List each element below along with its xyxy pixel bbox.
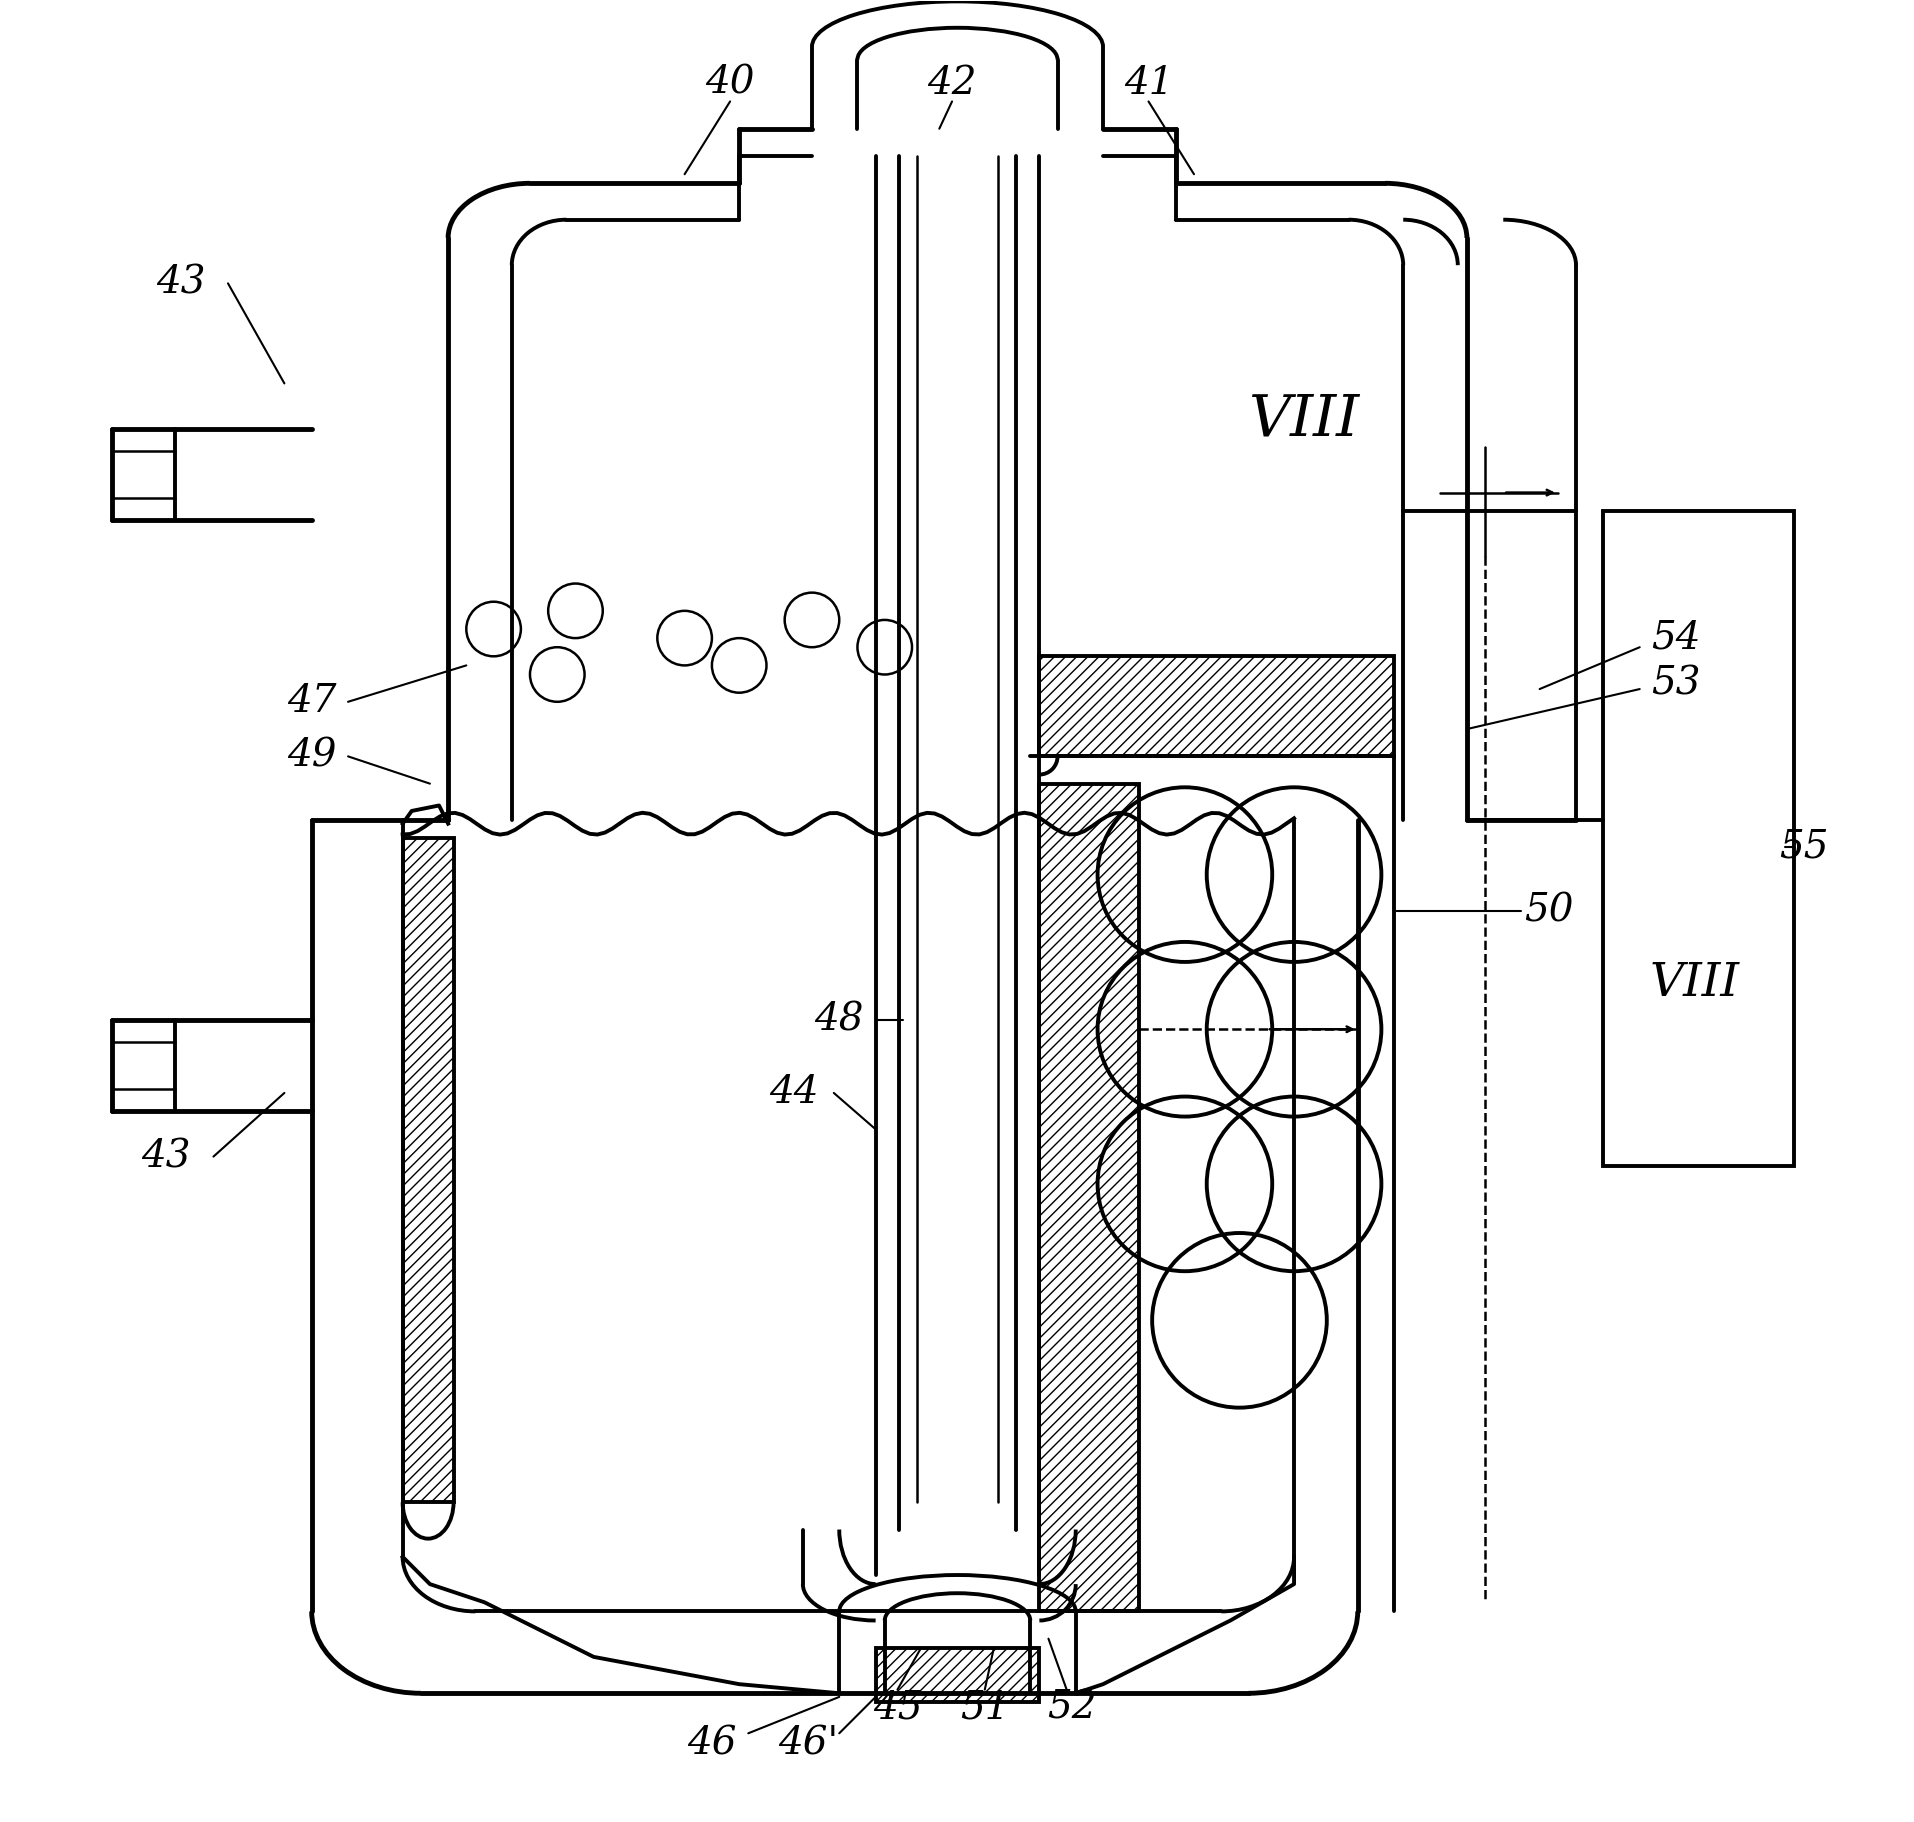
Text: 45: 45 xyxy=(873,1689,923,1725)
Text: 46': 46' xyxy=(777,1725,838,1762)
Text: 49: 49 xyxy=(287,738,337,774)
Text: VIII: VIII xyxy=(1648,962,1738,1006)
Text: 52: 52 xyxy=(1047,1689,1097,1725)
Bar xyxy=(1039,783,1139,1611)
Text: 43: 43 xyxy=(155,264,205,302)
Text: 44: 44 xyxy=(769,1075,817,1111)
Text: 55: 55 xyxy=(1778,829,1828,865)
Bar xyxy=(1039,656,1393,756)
Text: 53: 53 xyxy=(1650,665,1700,701)
Text: 43: 43 xyxy=(142,1139,191,1175)
Text: 50: 50 xyxy=(1524,893,1573,929)
Bar xyxy=(1602,510,1793,1166)
Text: 42: 42 xyxy=(926,66,976,102)
Text: 48: 48 xyxy=(813,1002,863,1039)
Text: 41: 41 xyxy=(1124,66,1173,102)
Text: 54: 54 xyxy=(1650,619,1700,656)
Text: 47: 47 xyxy=(287,683,337,720)
Text: 51: 51 xyxy=(959,1689,1009,1725)
Text: 46: 46 xyxy=(687,1725,737,1762)
Text: 40: 40 xyxy=(704,66,754,102)
Bar xyxy=(402,838,454,1503)
Text: VIII: VIII xyxy=(1246,392,1359,448)
Bar xyxy=(875,1647,1039,1702)
